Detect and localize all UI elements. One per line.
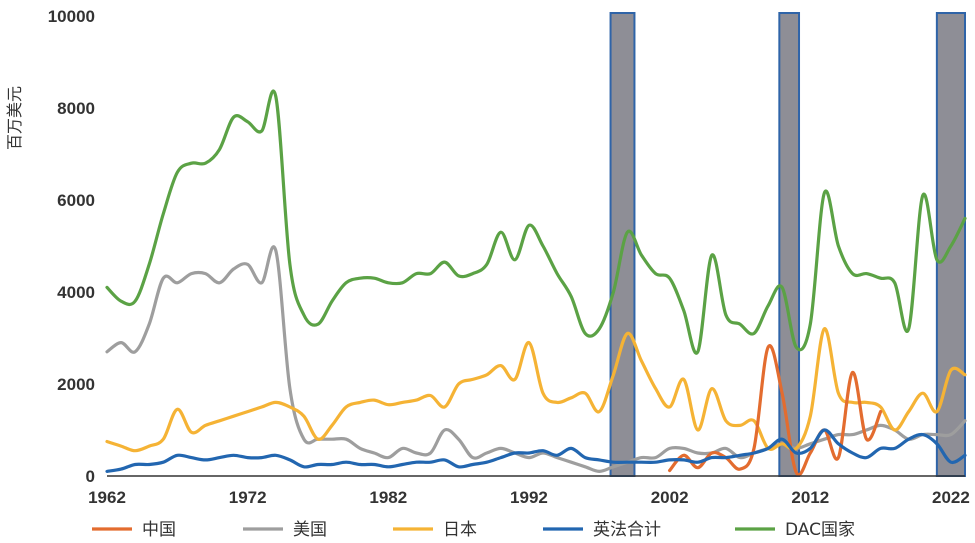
series-line-1	[668, 344, 883, 477]
y-tick-label: 8000	[57, 99, 95, 118]
x-tick-label: 2002	[651, 488, 689, 507]
legend-item-1: 中国	[92, 520, 176, 540]
legend-label: 英法合计	[593, 520, 661, 540]
shaded-period-2	[778, 12, 801, 477]
x-tick-labels: 1962 1972 1982 1992 2002 2012 2022	[88, 488, 970, 507]
series-line-5	[105, 89, 967, 355]
legend-label: DAC国家	[785, 520, 855, 540]
x-tick-label: 1982	[369, 488, 407, 507]
y-tick-label: 6000	[57, 191, 95, 210]
legend: 中国 美国 日本 英法合计 DAC国家	[92, 520, 855, 540]
legend-label: 日本	[443, 520, 477, 540]
legend-item-5: DAC国家	[735, 520, 855, 540]
x-tick-label: 1962	[88, 488, 126, 507]
y-tick-label: 10000	[48, 7, 95, 26]
legend-label: 美国	[293, 520, 327, 540]
legend-label: 中国	[142, 520, 176, 540]
legend-item-2: 美国	[243, 520, 327, 540]
x-tick-label: 2022	[932, 488, 970, 507]
series-line-4	[105, 428, 967, 473]
y-tick-labels: 0 2000 4000 6000 8000 10000	[48, 7, 95, 486]
x-tick-label: 2012	[791, 488, 829, 507]
series-line-3	[105, 327, 967, 453]
y-tick-label: 2000	[57, 375, 95, 394]
legend-item-3: 日本	[393, 520, 477, 540]
x-tick-label: 1972	[229, 488, 267, 507]
series-lines	[105, 89, 967, 477]
legend-item-4: 英法合计	[543, 520, 661, 540]
y-tick-label: 4000	[57, 283, 95, 302]
y-axis-label: 百万美元	[5, 86, 24, 150]
x-tick-label: 1992	[510, 488, 548, 507]
y-tick-label: 0	[86, 467, 95, 486]
series-line-2	[105, 245, 967, 473]
